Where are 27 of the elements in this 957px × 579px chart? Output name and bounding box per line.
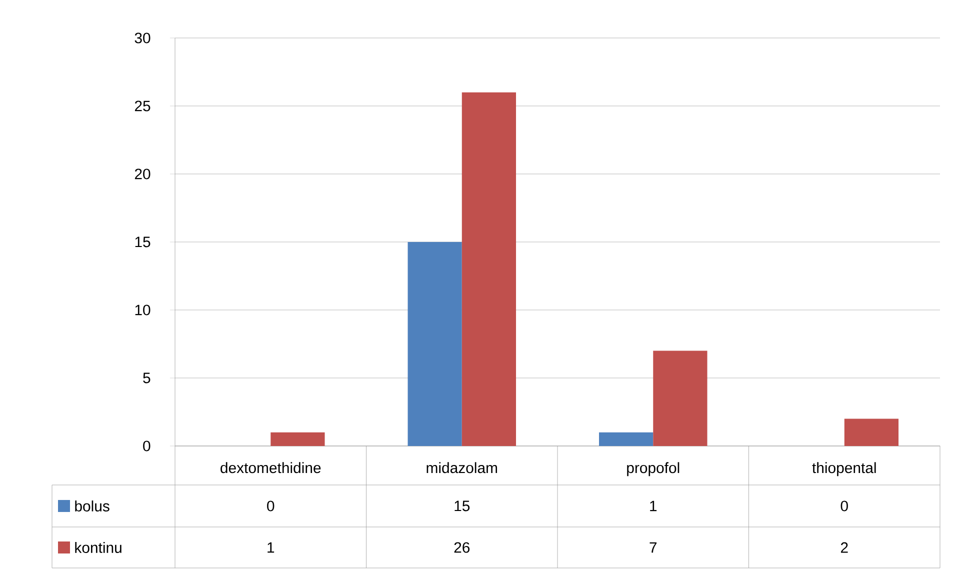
y-tick-label: 0: [143, 440, 150, 452]
y-tick-label: 15: [135, 236, 150, 248]
legend-label: bolus: [75, 500, 110, 512]
bar: [462, 92, 516, 446]
x-tick-label: thiopental: [812, 462, 876, 476]
data-label: 1: [650, 500, 657, 512]
bar: [270, 432, 325, 446]
bar: [599, 432, 654, 446]
data-label: 0: [267, 500, 274, 512]
y-tick-label: 10: [135, 304, 150, 316]
bar: [844, 418, 899, 446]
legend-label: kontinu: [75, 542, 122, 553]
data-label: 2: [840, 542, 848, 553]
x-tick-label: dextomethidine: [220, 462, 321, 474]
x-tick-label: midazolam: [426, 462, 497, 474]
data-label: 7: [650, 542, 657, 553]
bar: [653, 350, 708, 446]
y-tick-label: 5: [143, 372, 150, 384]
x-tick-label: propofol: [627, 462, 680, 476]
y-tick-label: 20: [134, 168, 150, 180]
bar: [408, 242, 462, 446]
data-label: 1: [268, 542, 274, 553]
y-tick-label: 30: [134, 32, 150, 44]
data-label: 15: [454, 500, 470, 512]
y-tick-label: 25: [134, 100, 150, 112]
data-label: 26: [454, 542, 470, 553]
data-label: 0: [840, 500, 848, 512]
